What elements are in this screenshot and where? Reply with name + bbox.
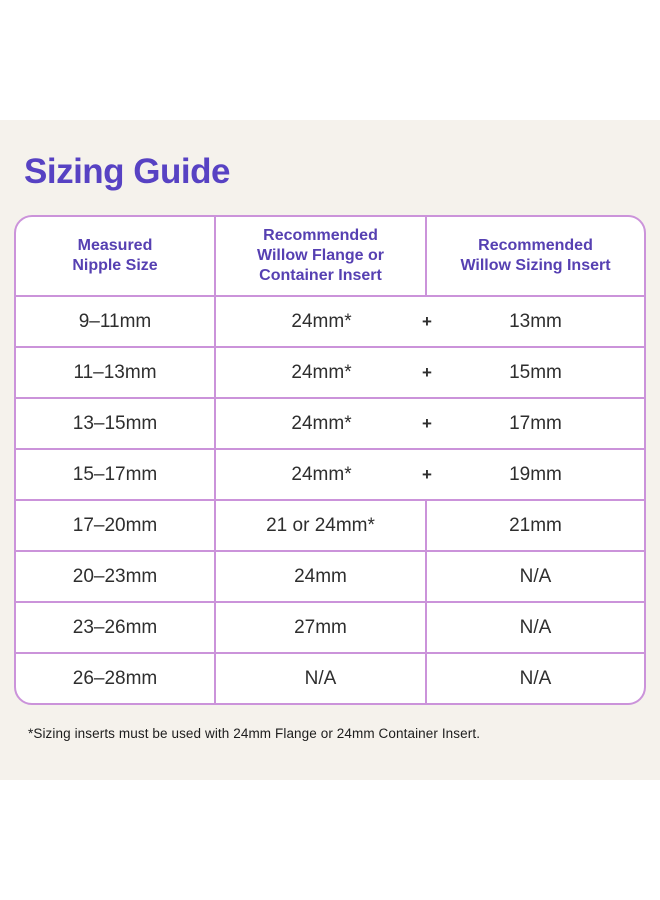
plus-sign: +: [422, 362, 432, 382]
insert-cell: N/A: [519, 667, 552, 689]
sizing-table: Measured Nipple Size Recommended Willow …: [14, 215, 646, 705]
header-recommended-flange: Recommended Willow Flange or Container I…: [216, 217, 427, 295]
table-row: 11–13mm 24mm* 15mm +: [16, 346, 644, 397]
measured-size-cell: 11–13mm: [16, 348, 216, 397]
insert-cell: 13mm: [509, 310, 562, 332]
measured-size-cell: 26–28mm: [16, 654, 216, 703]
table-row: 13–15mm 24mm* 17mm +: [16, 397, 644, 448]
insert-cell: N/A: [519, 565, 552, 587]
table-header-row: Measured Nipple Size Recommended Willow …: [16, 217, 644, 295]
page-title: Sizing Guide: [24, 152, 230, 191]
measured-size-cell: 20–23mm: [16, 552, 216, 601]
table-row: 23–26mm 27mm N/A: [16, 601, 644, 652]
plus-sign: +: [422, 413, 432, 433]
insert-cell: 21mm: [509, 514, 562, 536]
flange-cell: N/A: [216, 654, 427, 703]
insert-cell: 19mm: [509, 463, 562, 485]
measured-size-cell: 17–20mm: [16, 501, 216, 550]
measured-size-cell: 13–15mm: [16, 399, 216, 448]
insert-cell: 17mm: [509, 412, 562, 434]
flange-cell: 27mm: [216, 603, 427, 652]
header-recommended-sizing-insert: Recommended Willow Sizing Insert: [460, 237, 611, 274]
measured-size-cell: 23–26mm: [16, 603, 216, 652]
insert-cell: N/A: [519, 616, 552, 638]
plus-sign: +: [422, 464, 432, 484]
measured-size-cell: 9–11mm: [16, 297, 216, 346]
table-row: 15–17mm 24mm* 19mm +: [16, 448, 644, 499]
table-row: 20–23mm 24mm N/A: [16, 550, 644, 601]
flange-cell: 24mm*: [291, 463, 352, 485]
table-row: 17–20mm 21 or 24mm* 21mm: [16, 499, 644, 550]
plus-sign: +: [422, 311, 432, 331]
flange-cell: 24mm*: [291, 310, 352, 332]
table-row: 9–11mm 24mm* 13mm +: [16, 295, 644, 346]
flange-cell: 21 or 24mm*: [216, 501, 427, 550]
sizing-footnote: *Sizing inserts must be used with 24mm F…: [28, 726, 481, 741]
flange-cell: 24mm*: [291, 361, 352, 383]
table-row: 26–28mm N/A N/A: [16, 652, 644, 703]
header-measured-nipple-size: Measured Nipple Size: [16, 217, 216, 295]
flange-cell: 24mm: [216, 552, 427, 601]
flange-cell: 24mm*: [291, 412, 352, 434]
insert-cell: 15mm: [509, 361, 562, 383]
measured-size-cell: 15–17mm: [16, 450, 216, 499]
